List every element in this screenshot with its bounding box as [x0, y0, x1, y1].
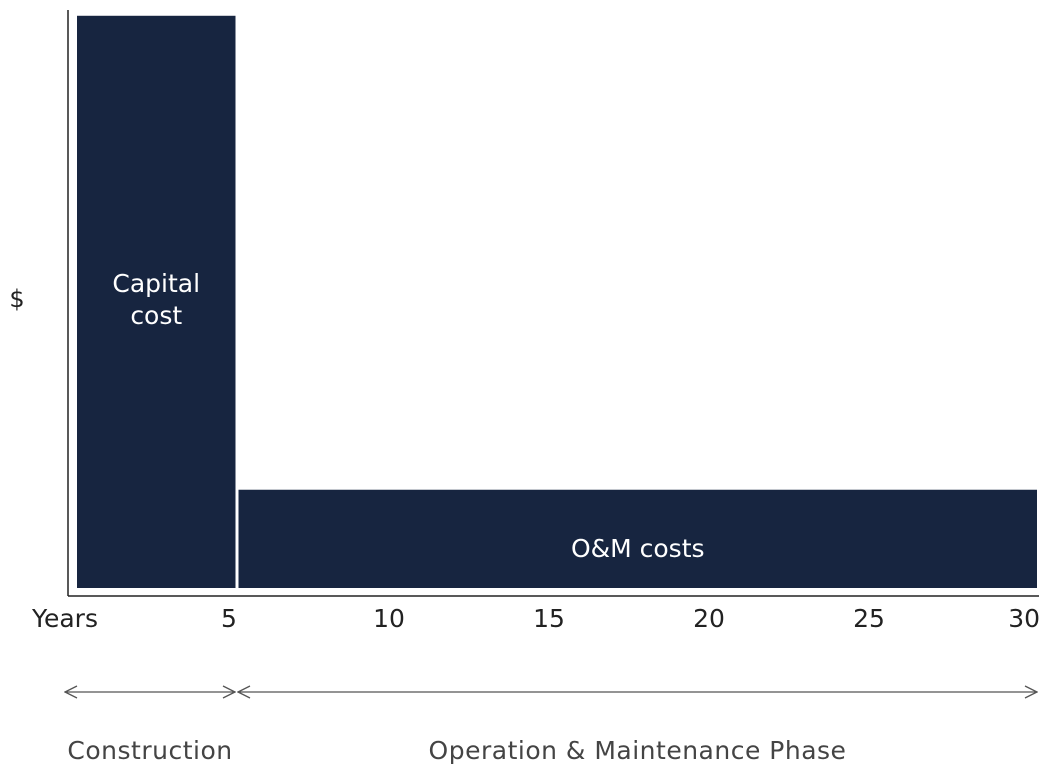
phase-label: Construction [67, 736, 232, 765]
x-tick-label: 10 [373, 604, 405, 633]
x-tick-label: 20 [693, 604, 725, 633]
bar [238, 489, 1037, 588]
bar-label: Capital cost [112, 269, 201, 330]
x-tick-label: 15 [533, 604, 565, 633]
x-tick-label: 25 [853, 604, 885, 633]
y-axis-label: $ [9, 285, 24, 313]
x-axis-label: Years [31, 604, 98, 633]
x-tick-label: 5 [221, 604, 237, 633]
phase-label: Operation & Maintenance Phase [429, 736, 847, 765]
bar [77, 15, 236, 588]
bar-label: O&M costs [570, 533, 705, 563]
x-tick-label: 30 [1008, 604, 1040, 633]
